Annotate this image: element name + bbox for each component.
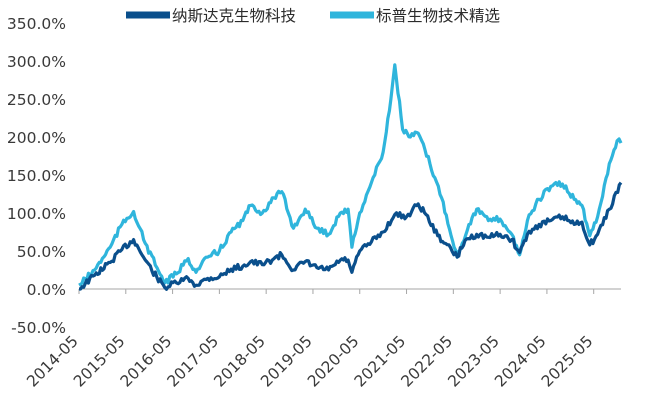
legend-label-nasdaq-biotech: 纳斯达克生物科技 (172, 7, 296, 25)
y-axis-ticks: 350.0% 300.0% 250.0% 200.0% 150.0% 100.0% 50.0… (7, 15, 66, 337)
y-tick-label: 300.0% (7, 53, 66, 71)
y-tick-label: -50.0% (11, 319, 66, 337)
y-tick-label: 50.0% (17, 243, 66, 261)
y-tick-label: 0.0% (27, 281, 66, 299)
series-line-sp-biotech (78, 63, 623, 287)
y-tick-label: 150.0% (7, 167, 66, 185)
y-tick-label: 200.0% (7, 129, 66, 147)
series-line-nasdaq-biotech (79, 181, 623, 291)
x-tick-label: 2025-05 (538, 332, 597, 391)
series-group (78, 63, 623, 291)
y-tick-label: 100.0% (7, 205, 66, 223)
legend-label-sp-biotech: 标普生物技术精选 (376, 7, 500, 25)
legend: 纳斯达克生物科技 标普生物技术精选 (126, 7, 500, 25)
x-axis-ticks: 2014-052015-052016-052017-052018-052019-… (23, 289, 597, 391)
y-tick-label: 350.0% (7, 15, 66, 33)
y-tick-label: 250.0% (7, 91, 66, 109)
